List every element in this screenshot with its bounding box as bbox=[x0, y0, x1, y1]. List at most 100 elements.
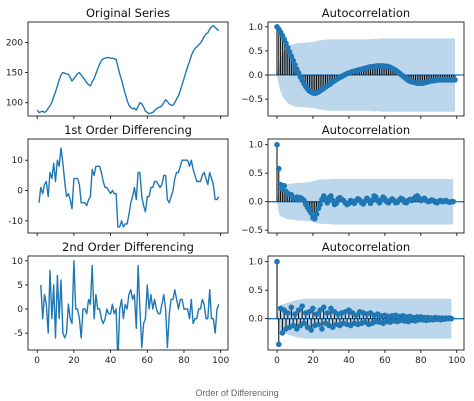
x-tick-label: 60 bbox=[142, 356, 154, 366]
x-tick-label: 100 bbox=[212, 356, 229, 366]
panel-title: Original Series bbox=[86, 6, 170, 20]
series-line bbox=[38, 147, 220, 228]
y-tick-label: 1.0 bbox=[249, 23, 264, 33]
acf-point bbox=[452, 77, 458, 83]
series-line bbox=[36, 24, 220, 115]
acf-point bbox=[319, 326, 325, 332]
y-tick-label: 1.0 bbox=[249, 258, 264, 268]
acf-point bbox=[284, 44, 291, 51]
y-tick-label: −0.5 bbox=[241, 226, 263, 236]
y-tick-label: 0 bbox=[17, 305, 23, 315]
y-tick-label: 0 bbox=[17, 187, 23, 197]
acf-point bbox=[284, 310, 291, 316]
series-line bbox=[40, 260, 220, 350]
acf-point bbox=[292, 311, 298, 317]
acf-point bbox=[292, 62, 298, 68]
panel-6: Autocorrelation 0.0 0.5 1.0 0 20 40 60 80 100 bbox=[249, 240, 466, 366]
plot-area bbox=[40, 260, 220, 350]
acf-point bbox=[320, 304, 327, 311]
y-tick-label: 0.0 bbox=[249, 71, 264, 81]
y-tick-label: 10 bbox=[12, 156, 24, 166]
x-tick-label: 0 bbox=[274, 356, 280, 366]
axes-frame bbox=[27, 138, 229, 234]
acf-point bbox=[275, 341, 282, 348]
plot-area bbox=[36, 24, 220, 115]
acf-point bbox=[283, 40, 289, 47]
acf-point bbox=[353, 312, 359, 319]
acf-point bbox=[369, 197, 376, 204]
y-tick-label: 100 bbox=[6, 99, 23, 109]
panel-2: 1st Order Differencing -10 0 10 bbox=[8, 123, 229, 236]
y-tick-label: 0.0 bbox=[249, 198, 264, 208]
y-tick-label: -10 bbox=[8, 217, 23, 227]
x-tick-label: 40 bbox=[105, 356, 117, 366]
y-tick-label: 1.0 bbox=[249, 141, 264, 151]
acf-point bbox=[286, 49, 293, 55]
x-tick-label: 100 bbox=[448, 356, 465, 366]
acf-point bbox=[450, 198, 457, 205]
y-tick-label: 0.0 bbox=[249, 315, 264, 325]
acf-point bbox=[308, 327, 314, 333]
acf-point bbox=[290, 322, 296, 329]
acf-point bbox=[313, 311, 320, 317]
axes-frame bbox=[27, 255, 229, 351]
x-tick-label: 80 bbox=[415, 356, 427, 366]
y-tick-label: 150 bbox=[6, 69, 23, 79]
acf-point bbox=[310, 305, 316, 312]
acf-point bbox=[448, 315, 455, 322]
acf-point bbox=[301, 320, 307, 327]
y-tick-label: 0.5 bbox=[249, 169, 263, 179]
panel-5: Autocorrelation −0.5 0.0 0.5 1.0 bbox=[241, 123, 465, 236]
acf-point bbox=[328, 305, 334, 312]
acf-point bbox=[313, 211, 320, 217]
y-tick-label: -5 bbox=[14, 329, 23, 339]
plot-area bbox=[38, 147, 220, 228]
acf-point bbox=[311, 215, 318, 222]
axes-frame bbox=[267, 21, 465, 117]
y-tick-label: 0.5 bbox=[249, 47, 263, 57]
panel-4: Autocorrelation −0.5 0.0 0.5 1.0 bbox=[241, 6, 465, 119]
acf-point bbox=[274, 258, 280, 265]
panel-title: Autocorrelation bbox=[322, 240, 410, 254]
y-tick-label: 10 bbox=[12, 257, 24, 267]
acf-point bbox=[281, 182, 287, 189]
acf-point bbox=[293, 326, 300, 332]
acf-point bbox=[308, 210, 314, 216]
acf-point bbox=[317, 201, 323, 208]
acf-point bbox=[288, 304, 295, 311]
axes-frame bbox=[27, 21, 229, 117]
panel-title: Autocorrelation bbox=[322, 6, 410, 20]
y-tick-label: 5 bbox=[17, 281, 23, 291]
x-tick-label: 0 bbox=[34, 356, 40, 366]
x-tick-label: 20 bbox=[307, 356, 319, 366]
panel-title: 1st Order Differencing bbox=[64, 123, 192, 137]
plot-area bbox=[268, 141, 464, 225]
acf-point bbox=[333, 200, 340, 207]
axes-frame bbox=[267, 138, 465, 234]
acf-point bbox=[306, 309, 313, 315]
acf-point bbox=[275, 165, 282, 172]
y-tick-label: −0.5 bbox=[241, 95, 263, 105]
acf-point bbox=[324, 200, 331, 206]
x-tick-label: 60 bbox=[379, 356, 391, 366]
axes-frame bbox=[267, 255, 465, 351]
plot-area bbox=[268, 258, 464, 348]
x-tick-label: 20 bbox=[68, 356, 80, 366]
figure-caption: Order of Differencing bbox=[195, 388, 278, 398]
plot-area bbox=[268, 24, 464, 112]
y-tick-label: 200 bbox=[6, 38, 23, 48]
panel-title: 2nd Order Differencing bbox=[62, 240, 194, 254]
acf-point bbox=[295, 307, 302, 313]
panel-1: Original Series 100 150 200 bbox=[6, 6, 229, 119]
x-tick-label: 80 bbox=[178, 356, 190, 366]
panel-title: Autocorrelation bbox=[322, 123, 410, 137]
acf-point bbox=[290, 57, 296, 64]
acf-point bbox=[274, 141, 280, 148]
x-tick-label: 40 bbox=[343, 356, 355, 366]
acf-point bbox=[279, 330, 286, 336]
acf-point bbox=[328, 193, 334, 199]
acf-point bbox=[299, 303, 305, 309]
acf-point bbox=[315, 321, 322, 328]
